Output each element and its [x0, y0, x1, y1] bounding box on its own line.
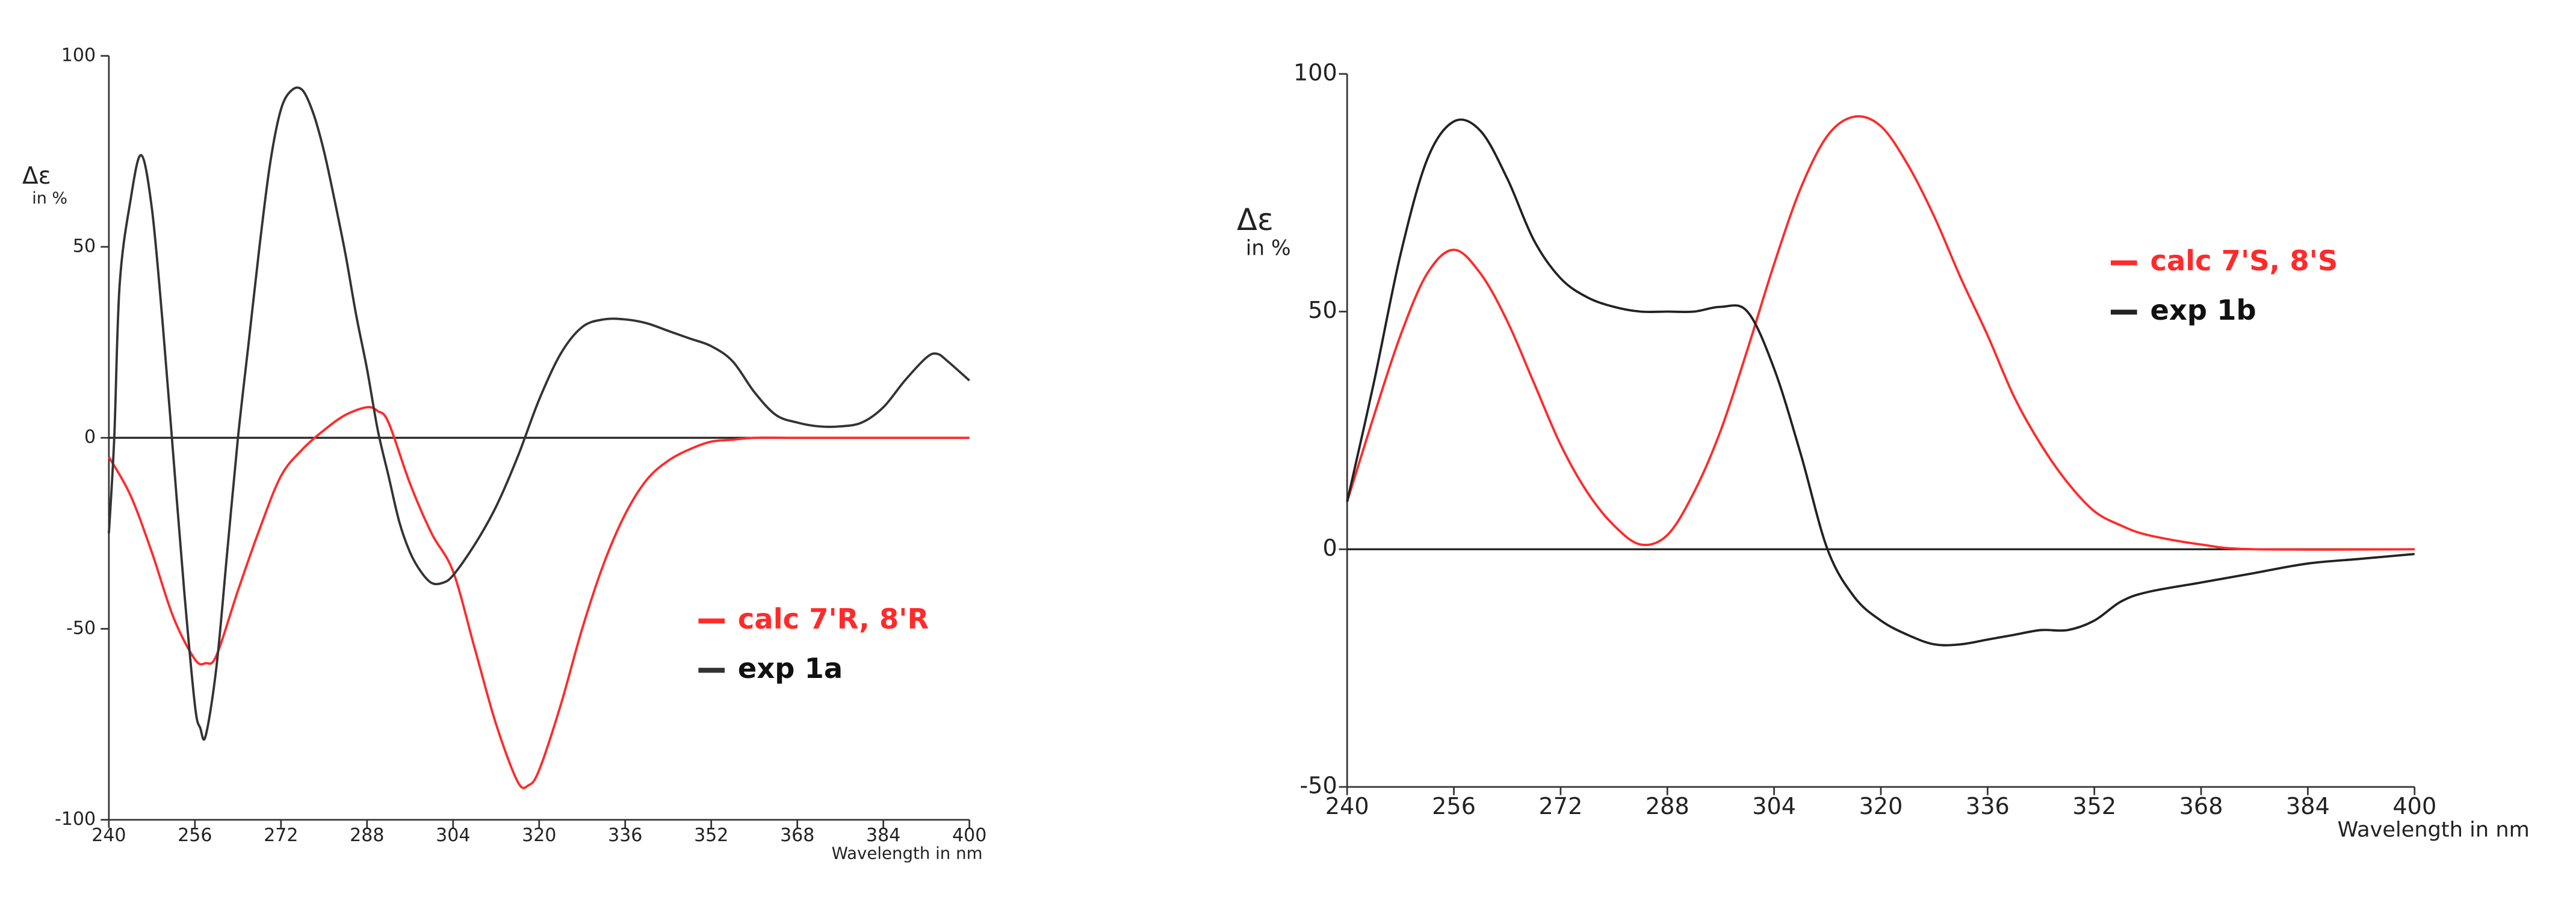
y-tick-label: -100 [55, 809, 96, 830]
x-tick-label: 288 [350, 825, 384, 846]
x-tick-label: 256 [1432, 794, 1476, 820]
x-tick-label: 240 [91, 825, 126, 846]
legend-label: calc 7'S, 8'S [2150, 244, 2338, 277]
x-tick-label: 272 [1538, 794, 1582, 820]
line-series [1346, 115, 2415, 551]
y-axis-label: Δε [1237, 202, 1274, 237]
x-tick-label: 288 [1646, 794, 1689, 820]
x-tick-label: 272 [264, 825, 298, 846]
x-tick-label: 352 [694, 825, 728, 846]
y-tick-label: 100 [1293, 60, 1337, 86]
line-series [108, 406, 970, 789]
x-tick-label: 368 [780, 825, 814, 846]
x-tick-label: 304 [436, 825, 470, 846]
x-tick-label: 320 [1859, 794, 1903, 820]
x-axis-label: Wavelength in nm [2338, 818, 2530, 842]
y-axis-unit: in % [1246, 237, 1291, 261]
y-tick-label: 50 [1308, 297, 1337, 324]
line-series [1346, 118, 2415, 647]
y-tick-label: -50 [66, 618, 96, 639]
x-tick-label: 384 [2286, 794, 2330, 820]
y-tick-label: 100 [61, 45, 96, 66]
y-tick-label: 50 [73, 235, 96, 256]
legend-label: exp 1b [2150, 294, 2256, 326]
x-tick-label: 368 [2179, 794, 2223, 820]
legend-label: exp 1a [738, 652, 843, 685]
y-axis-label: Δε [22, 163, 51, 190]
x-axis-label: Wavelength in nm [832, 844, 983, 863]
line-series [107, 86, 970, 741]
x-tick-label: 352 [2072, 794, 2116, 820]
y-tick-label: 0 [84, 427, 96, 448]
x-tick-label: 336 [608, 825, 642, 846]
y-tick-label: -50 [1299, 772, 1337, 799]
legend-label: calc 7'R, 8'R [738, 603, 929, 635]
x-tick-label: 336 [1966, 794, 2010, 820]
x-tick-label: 320 [522, 825, 556, 846]
y-tick-label: 0 [1323, 535, 1337, 562]
x-tick-label: 256 [178, 825, 212, 846]
x-tick-label: 400 [952, 825, 986, 846]
x-tick-label: 384 [866, 825, 900, 846]
x-tick-label: 240 [1325, 794, 1369, 820]
y-axis-unit: in % [32, 189, 67, 208]
x-tick-label: 400 [2392, 794, 2436, 820]
x-tick-label: 304 [1752, 794, 1796, 820]
